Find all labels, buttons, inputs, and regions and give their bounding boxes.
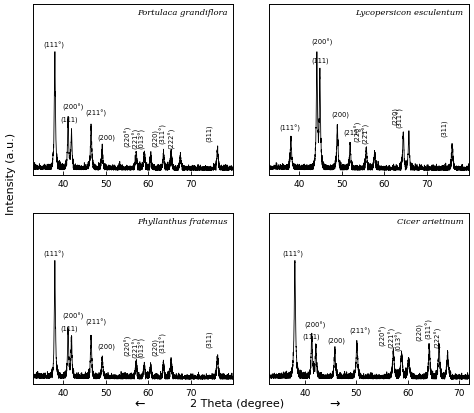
Text: Lycopersicon esculentum: Lycopersicon esculentum	[355, 9, 463, 17]
Text: (311): (311)	[206, 331, 212, 349]
Text: (311°): (311°)	[396, 107, 404, 128]
Text: (200): (200)	[328, 337, 346, 344]
Text: Portulaca grandiflora: Portulaca grandiflora	[137, 9, 227, 17]
Text: 2 Theta (degree): 2 Theta (degree)	[190, 399, 284, 409]
Text: (211°): (211°)	[344, 130, 365, 137]
Text: (222°): (222°)	[168, 128, 175, 149]
Text: (111): (111)	[60, 325, 78, 332]
Text: (200°): (200°)	[62, 104, 83, 111]
Text: (221°): (221°)	[132, 337, 139, 358]
Text: (311°): (311°)	[159, 123, 166, 145]
Text: (200): (200)	[331, 112, 349, 118]
Text: (111): (111)	[312, 57, 329, 64]
Text: →: →	[329, 397, 339, 411]
Text: (311): (311)	[441, 120, 447, 137]
Text: (111°): (111°)	[282, 251, 303, 258]
Text: (211°): (211°)	[85, 319, 107, 326]
Text: (220): (220)	[152, 129, 158, 147]
Text: (013°): (013°)	[138, 337, 146, 358]
Text: (211°): (211°)	[85, 110, 107, 117]
Text: (220): (220)	[416, 323, 423, 341]
Text: (220): (220)	[392, 107, 398, 126]
Text: (220°): (220°)	[380, 325, 387, 346]
Text: (221°): (221°)	[388, 327, 395, 349]
Text: (221°): (221°)	[132, 128, 139, 149]
Text: (200): (200)	[97, 343, 115, 350]
Text: (111): (111)	[60, 116, 78, 123]
Text: (220°): (220°)	[124, 126, 131, 147]
Text: (311): (311)	[206, 124, 212, 142]
Text: (222°): (222°)	[434, 327, 442, 349]
Text: (211°): (211°)	[350, 328, 371, 335]
Text: (311°): (311°)	[159, 332, 166, 353]
Text: Cicer arietinum: Cicer arietinum	[397, 218, 463, 226]
Text: (221°): (221°)	[363, 123, 370, 145]
Text: (111): (111)	[302, 334, 320, 340]
Text: (311°): (311°)	[426, 318, 433, 339]
Text: Phyllanthus fratemus: Phyllanthus fratemus	[137, 218, 227, 226]
Text: (220°): (220°)	[124, 334, 131, 356]
Text: ←: ←	[135, 397, 145, 411]
Text: (220°): (220°)	[354, 121, 361, 142]
Text: (013°): (013°)	[138, 128, 146, 149]
Text: (200°): (200°)	[312, 38, 333, 46]
Text: (220): (220)	[152, 337, 158, 356]
Text: (200): (200)	[97, 134, 115, 141]
Text: (111°): (111°)	[44, 42, 65, 49]
Text: Intensity (a.u.): Intensity (a.u.)	[6, 133, 16, 214]
Text: (200°): (200°)	[62, 313, 83, 320]
Text: (111°): (111°)	[44, 251, 65, 258]
Text: (111°): (111°)	[280, 125, 301, 133]
Text: (200°): (200°)	[304, 322, 326, 330]
Text: (013°): (013°)	[395, 330, 402, 351]
